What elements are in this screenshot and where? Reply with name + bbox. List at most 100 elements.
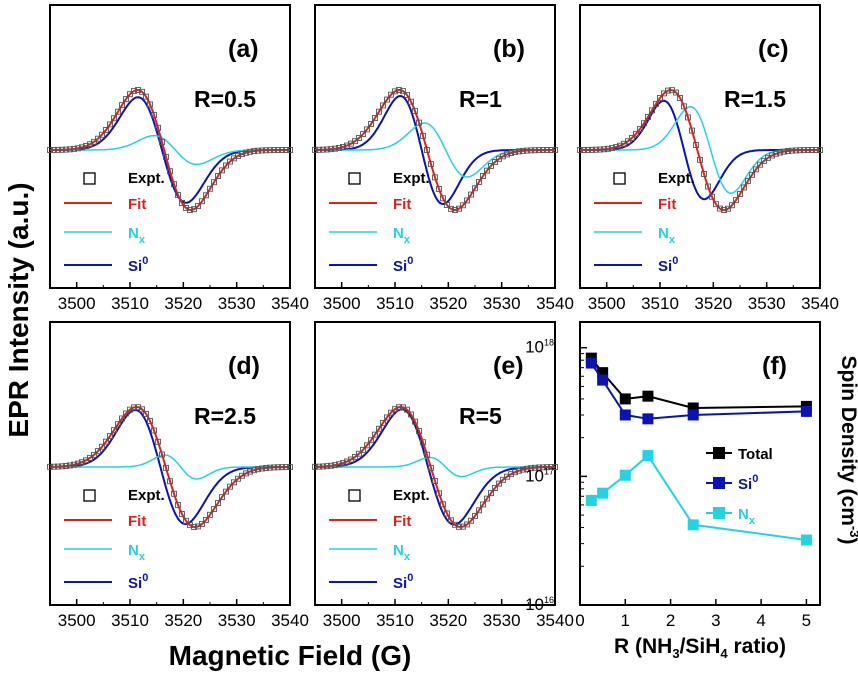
expt-point-b <box>464 197 470 204</box>
expt-point-a <box>51 146 57 153</box>
x-tick-label-a: 3520 <box>164 294 202 313</box>
expt-point-c <box>581 146 587 153</box>
expt-point-a <box>107 121 113 128</box>
expt-point-e <box>544 464 550 471</box>
expt-point-c <box>749 171 755 178</box>
x-tick-label-b: 3520 <box>429 294 467 313</box>
legend-si0-label-e: Si0 <box>393 572 413 592</box>
panel-label-b: (b) <box>493 35 525 63</box>
expt-point-b <box>412 108 418 114</box>
x-tick-label-a: 3500 <box>58 294 96 313</box>
expt-point-e <box>548 464 554 471</box>
expt-point-a <box>163 153 169 160</box>
expt-point-d <box>163 464 169 471</box>
expt-point-d <box>87 454 93 461</box>
expt-point-a <box>135 87 141 93</box>
expt-point-e <box>512 469 518 476</box>
expt-point-c <box>685 114 691 121</box>
expt-point-b <box>448 205 454 212</box>
curve-nx-b <box>315 122 555 178</box>
x-axis-title-f: R (NH3/SiH4 ratio) <box>614 635 786 661</box>
expt-point-c <box>729 202 735 209</box>
x-tick-label-a: 3540 <box>271 294 309 313</box>
legend-fit-label-e: Fit <box>393 513 411 530</box>
y-tick-exp-f: 16 <box>544 595 554 605</box>
expt-point-e <box>480 501 486 508</box>
expt-point-c <box>641 120 647 127</box>
marker-nx <box>687 519 699 531</box>
expt-point-c <box>737 191 743 197</box>
legend-nx-text-b: N <box>393 225 404 242</box>
expt-point-a <box>211 179 217 186</box>
x-axis-title-part-f: R (NH <box>614 635 672 658</box>
expt-point-e <box>324 463 330 470</box>
expt-point-a <box>119 102 125 109</box>
legend-expt-label-d: Expt. <box>128 487 165 504</box>
expt-point-b <box>524 147 530 154</box>
legend-nx-sub-a: x <box>139 234 146 246</box>
expt-point-b <box>368 121 374 127</box>
expt-point-a <box>159 139 165 146</box>
expt-point-c <box>665 87 671 94</box>
expt-point-d <box>143 410 149 417</box>
expt-point-e <box>540 464 546 471</box>
expt-point-e <box>388 409 394 416</box>
marker-si0 <box>642 413 654 425</box>
expt-point-d <box>263 465 269 471</box>
expt-point-b <box>336 145 342 151</box>
curve-fit-a <box>49 88 290 212</box>
legend-nx-text-c: N <box>658 225 669 242</box>
x-tick-label-d: 3540 <box>271 611 309 630</box>
legend-nx-sub-c: x <box>669 234 676 246</box>
x-tick-label-b: 3510 <box>376 294 414 313</box>
x-tick-label-e: 3510 <box>376 611 414 630</box>
legend-si0-text-a: Si <box>128 258 142 275</box>
expt-point-d <box>139 406 145 413</box>
expt-point-a <box>243 149 249 156</box>
expt-point-b <box>344 142 350 149</box>
curve-fit-b <box>315 88 555 212</box>
expt-point-d <box>287 464 293 471</box>
x-tick-label-e: 3540 <box>536 611 574 630</box>
marker-si0 <box>800 405 812 417</box>
expt-point-a <box>207 185 213 192</box>
expt-point-b <box>472 185 478 192</box>
panel-frame-a <box>49 4 291 289</box>
panel-d: 3500 3510 3520 3530 3540 (d) R=2.5 Expt. Fit Nx Si… <box>47 321 309 630</box>
panel-label-c: (c) <box>758 35 789 63</box>
legend-fit-label-c: Fit <box>658 196 676 213</box>
expt-point-e <box>376 425 382 432</box>
expt-point-b <box>404 92 410 98</box>
expt-point-b <box>444 202 450 208</box>
expt-point-e <box>392 406 398 413</box>
x-axis-title-sub-f: 3 <box>672 646 679 661</box>
expt-point-d <box>75 460 81 467</box>
legend-fit-label-a: Fit <box>128 196 146 213</box>
legend-si0-text-e: Si <box>393 575 407 592</box>
expt-point-b <box>392 88 398 95</box>
expt-point-e <box>496 480 502 487</box>
condition-label-e: R=5 <box>459 403 502 429</box>
expt-point-a <box>167 168 173 175</box>
legend-expt-label-a: Expt. <box>128 170 165 187</box>
expt-point-b <box>476 179 482 185</box>
expt-point-a <box>123 96 129 103</box>
expt-point-c <box>633 130 639 137</box>
expt-point-b <box>492 159 498 165</box>
legend-marker-f <box>713 507 725 519</box>
expt-point-d <box>259 465 265 472</box>
expt-point-a <box>75 145 81 152</box>
panel-e: 3500 3510 3520 3530 3540 (e) R=5 Expt. Fit Nx Si0 <box>312 321 574 630</box>
expt-point-c <box>725 205 731 212</box>
expt-point-c <box>797 147 803 154</box>
expt-point-b <box>544 147 550 153</box>
expt-point-d <box>203 516 209 523</box>
expt-point-d <box>131 404 137 411</box>
legend-nx-sub-f: x <box>749 515 756 527</box>
legend-nx-sub-d: x <box>139 551 146 563</box>
expt-point-c <box>625 138 631 145</box>
expt-point-c <box>733 197 739 204</box>
panel-frame-b <box>314 4 556 289</box>
expt-point-b <box>372 115 378 121</box>
expt-point-c <box>761 157 767 164</box>
